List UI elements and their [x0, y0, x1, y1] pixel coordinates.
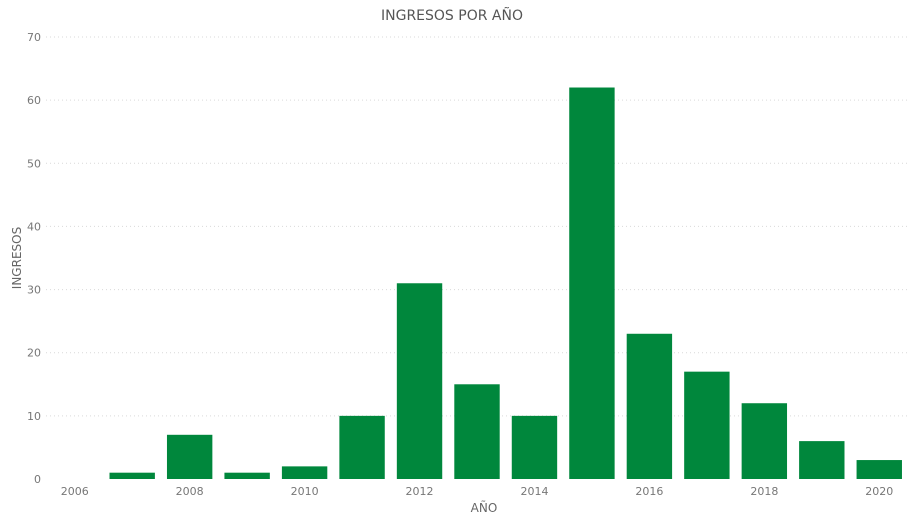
- x-tick-label: 2010: [291, 485, 319, 498]
- y-tick-label: 70: [27, 31, 41, 44]
- y-axis-label: INGRESOS: [10, 227, 24, 289]
- bar-2014[interactable]: [511, 415, 558, 479]
- y-axis-ticks: 0 10 20 30 40 50 60 70: [27, 31, 41, 486]
- chart-title: INGRESOS POR AÑO: [381, 7, 523, 24]
- y-tick-label: 60: [27, 94, 41, 107]
- bar-2012[interactable]: [396, 283, 443, 479]
- y-tick-label: 0: [34, 473, 41, 486]
- x-tick-label: 2018: [750, 485, 778, 498]
- x-tick-label: 2020: [865, 485, 893, 498]
- bar-2019[interactable]: [799, 441, 845, 479]
- x-tick-label: 2014: [520, 485, 548, 498]
- bars: [109, 87, 902, 479]
- x-tick-label: 2016: [635, 485, 663, 498]
- x-tick-label: 2012: [406, 485, 434, 498]
- y-tick-label: 30: [27, 284, 41, 297]
- x-axis-label: AÑO: [471, 500, 498, 515]
- bar-2017[interactable]: [684, 371, 730, 479]
- bar-2008[interactable]: [166, 434, 213, 479]
- y-tick-label: 50: [27, 157, 41, 170]
- bar-2009[interactable]: [224, 472, 270, 479]
- bar-2015[interactable]: [569, 87, 615, 479]
- bar-2013[interactable]: [454, 384, 500, 479]
- y-tick-label: 20: [27, 347, 41, 360]
- bar-2011[interactable]: [339, 415, 385, 479]
- y-tick-label: 40: [27, 220, 41, 233]
- bar-2007[interactable]: [109, 472, 155, 479]
- bar-2010[interactable]: [281, 466, 328, 479]
- bar-2020[interactable]: [856, 460, 902, 479]
- x-tick-label: 2006: [61, 485, 89, 498]
- x-tick-label: 2008: [176, 485, 204, 498]
- x-axis-ticks: 2006 2008 2010 2012 2014 2016 2018 2020: [61, 485, 894, 498]
- grid: [46, 36, 908, 417]
- y-tick-label: 10: [27, 410, 41, 423]
- bar-2016[interactable]: [626, 333, 673, 479]
- bar-2018[interactable]: [741, 403, 788, 479]
